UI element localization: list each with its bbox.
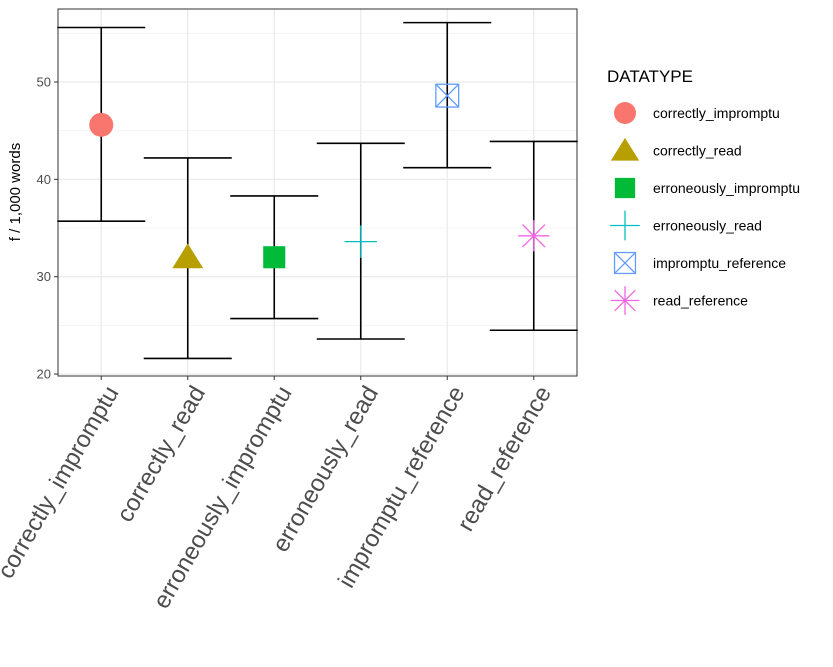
- y-axis: 20 30 40 50: [37, 75, 58, 382]
- marker-square: [263, 246, 286, 269]
- point-erroneously_read: [344, 225, 377, 258]
- legend: DATATYPE correctly_impromptu correctly_re…: [607, 67, 800, 315]
- marker-circle: [89, 112, 114, 137]
- legend-key-correctly_impromptu: [614, 102, 636, 124]
- legend-label: erroneously_impromptu: [653, 180, 800, 196]
- point-read_reference: [518, 220, 550, 252]
- point-correctly_impromptu: [89, 112, 114, 137]
- panel-border: [57, 8, 578, 377]
- marker-box: [435, 83, 460, 108]
- x-tick-label: correctly_read: [112, 382, 211, 527]
- marker-ast-d2: [522, 224, 546, 248]
- marker-triangle: [172, 243, 204, 269]
- legend-item-read_reference: read_reference: [610, 286, 748, 315]
- legend-item-correctly_impromptu: correctly_impromptu: [614, 102, 780, 124]
- marker-box: [613, 251, 637, 275]
- y-tick-label: 40: [37, 172, 51, 187]
- marker-circle: [614, 102, 636, 124]
- legend-key-correctly_read: [610, 137, 640, 161]
- marker-triangle: [610, 137, 640, 161]
- grid: [58, 9, 577, 376]
- y-axis-title: f / 1,000 words: [7, 143, 24, 241]
- marker-x2: [435, 83, 460, 108]
- point-correctly_read: [172, 243, 204, 269]
- legend-key-impromptu_reference: [613, 251, 637, 275]
- points: [89, 83, 550, 269]
- y-tick-label: 20: [37, 367, 51, 382]
- point-erroneously_impromptu: [263, 246, 286, 269]
- legend-item-erroneously_read: erroneously_read: [610, 210, 762, 241]
- x-axis: correctly_impromptucorrectly_readerroneo…: [0, 376, 557, 613]
- legend-label: impromptu_reference: [653, 255, 786, 271]
- x-tick-label: read_reference: [452, 382, 557, 536]
- legend-title: DATATYPE: [607, 67, 693, 86]
- error-bars: [57, 21, 578, 360]
- legend-label: correctly_impromptu: [653, 105, 780, 121]
- marker-ast-d2: [614, 289, 636, 312]
- point-impromptu_reference: [435, 83, 460, 108]
- legend-key-erroneously_read: [610, 210, 640, 241]
- legend-label: correctly_read: [653, 143, 742, 159]
- y-tick-label: 50: [37, 75, 51, 90]
- legend-key-erroneously_impromptu: [614, 177, 636, 199]
- legend-item-erroneously_impromptu: erroneously_impromptu: [614, 177, 800, 199]
- marker-x2: [614, 252, 636, 274]
- legend-item-impromptu_reference: impromptu_reference: [613, 251, 786, 275]
- legend-key-read_reference: [610, 286, 640, 315]
- x-tick-label: correctly_impromptu: [0, 382, 124, 584]
- legend-label: read_reference: [653, 293, 748, 309]
- y-tick-label: 30: [37, 269, 51, 284]
- legend-label: erroneously_read: [653, 218, 762, 234]
- legend-item-correctly_read: correctly_read: [610, 137, 742, 161]
- marker-square: [614, 177, 636, 199]
